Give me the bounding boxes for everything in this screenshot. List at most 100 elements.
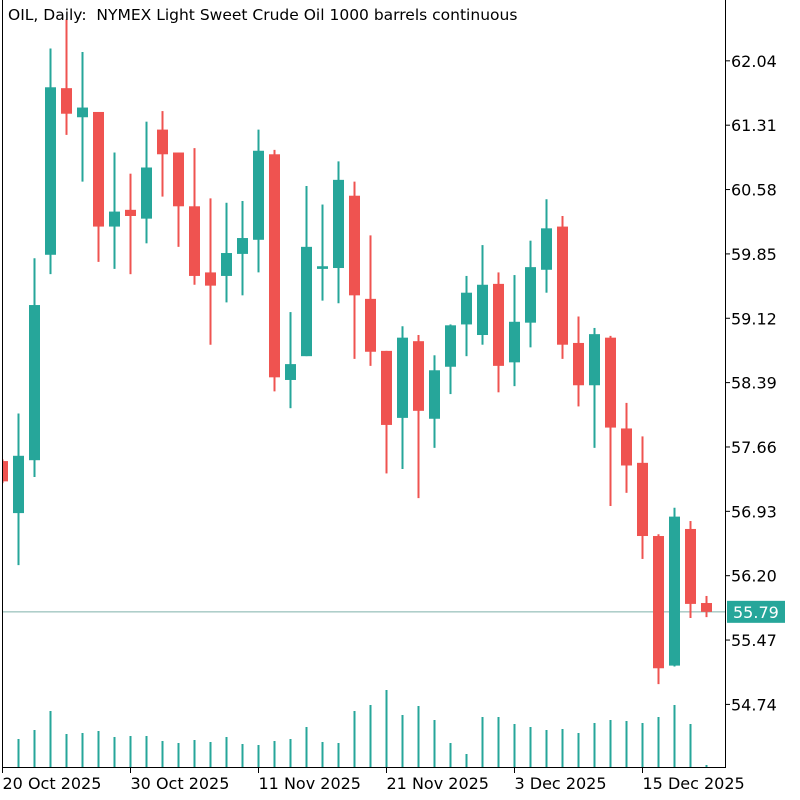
candle-body [637, 462, 648, 537]
current-price-text: 55.79 [733, 603, 779, 622]
price-tick-label: 61.31 [731, 116, 777, 135]
volume-bar [561, 729, 564, 767]
candle [397, 326, 408, 470]
candle-body [493, 283, 504, 366]
candle-body [525, 267, 536, 323]
volume-bar [689, 724, 692, 767]
candle-body [381, 350, 392, 425]
price-tick-label: 59.12 [731, 309, 777, 328]
candle-body [461, 292, 472, 325]
volume-bar [97, 731, 100, 767]
candle [13, 413, 24, 566]
volume-bar [401, 715, 404, 767]
candle [493, 272, 504, 393]
volume-bar [609, 720, 612, 767]
candle [413, 335, 424, 499]
current-price-label: 55.79 [727, 600, 785, 623]
candle-body [573, 342, 584, 386]
candle-body [189, 206, 200, 276]
candle [701, 595, 712, 618]
time-tick-label: 30 Oct 2025 [131, 774, 230, 793]
candle-body [173, 152, 184, 207]
candle [77, 52, 88, 182]
volume-bar [465, 754, 468, 767]
price-tick-label: 60.58 [731, 181, 777, 200]
candle [237, 201, 248, 296]
volume-bar [273, 741, 276, 767]
volume-bar [305, 727, 308, 767]
candle-body [429, 370, 440, 419]
candle [3, 459, 8, 484]
volume-bar [177, 743, 180, 767]
candle-body [333, 179, 344, 269]
volume-bar [385, 690, 388, 767]
volume-bar [129, 736, 132, 767]
volume-bar [337, 743, 340, 767]
candle-body [109, 211, 120, 227]
candle [605, 335, 616, 507]
volume-bar [209, 742, 212, 767]
candle [509, 275, 520, 387]
price-tick-label: 56.93 [731, 502, 777, 521]
volume-bar [577, 733, 580, 767]
candle-body [413, 341, 424, 411]
candle-body [589, 334, 600, 386]
candle [157, 111, 168, 197]
volume-bar [673, 705, 676, 767]
volume-bar [33, 730, 36, 767]
volume-bar [513, 724, 516, 767]
candle-body [701, 603, 712, 612]
volume-bar [81, 733, 84, 767]
volume-bar [641, 723, 644, 767]
price-tick-label: 57.66 [731, 438, 777, 457]
candle [637, 436, 648, 559]
candle [269, 149, 280, 392]
volume-bars [17, 690, 708, 767]
price-tick-label: 59.85 [731, 245, 777, 264]
volume-bar [289, 739, 292, 767]
volume-bar [497, 717, 500, 767]
volume-bar [481, 717, 484, 767]
candle-body [61, 88, 72, 114]
candle [589, 327, 600, 448]
candle-body [285, 364, 296, 380]
candle-body [509, 321, 520, 363]
candle-body [541, 228, 552, 270]
candle-body [3, 461, 8, 482]
candle [653, 534, 664, 685]
time-tick-label: 15 Dec 2025 [643, 774, 745, 793]
candle-body [125, 209, 136, 216]
candle-body [445, 325, 456, 367]
candle [285, 312, 296, 409]
candle [669, 507, 680, 667]
candle-body [301, 246, 312, 357]
current-price-box [727, 600, 785, 623]
volume-bar [17, 739, 20, 767]
chart-title: OIL, Daily: NYMEX Light Sweet Crude Oil … [8, 6, 518, 24]
volume-bar [161, 741, 164, 767]
candle [573, 316, 584, 407]
candle [685, 521, 696, 619]
volume-bar [49, 711, 52, 767]
volume-bar [241, 744, 244, 767]
candle [445, 324, 456, 395]
volume-bar [145, 736, 148, 767]
candle [557, 215, 568, 359]
volume-bar [657, 717, 660, 767]
price-tick-label: 55.47 [731, 631, 777, 650]
candle [333, 161, 344, 304]
candle-body [221, 253, 232, 276]
price-tick-label: 56.20 [731, 567, 777, 586]
candle [253, 129, 264, 273]
volume-bar [369, 705, 372, 767]
volume-bar [593, 723, 596, 767]
candle [173, 152, 184, 247]
time-tick-label: 21 Nov 2025 [387, 774, 489, 793]
candle [317, 204, 328, 301]
time-tick-label: 20 Oct 2025 [3, 774, 102, 793]
candle [125, 173, 136, 275]
candle-body [477, 284, 488, 336]
volume-bar [545, 730, 548, 767]
candle-body [685, 528, 696, 604]
